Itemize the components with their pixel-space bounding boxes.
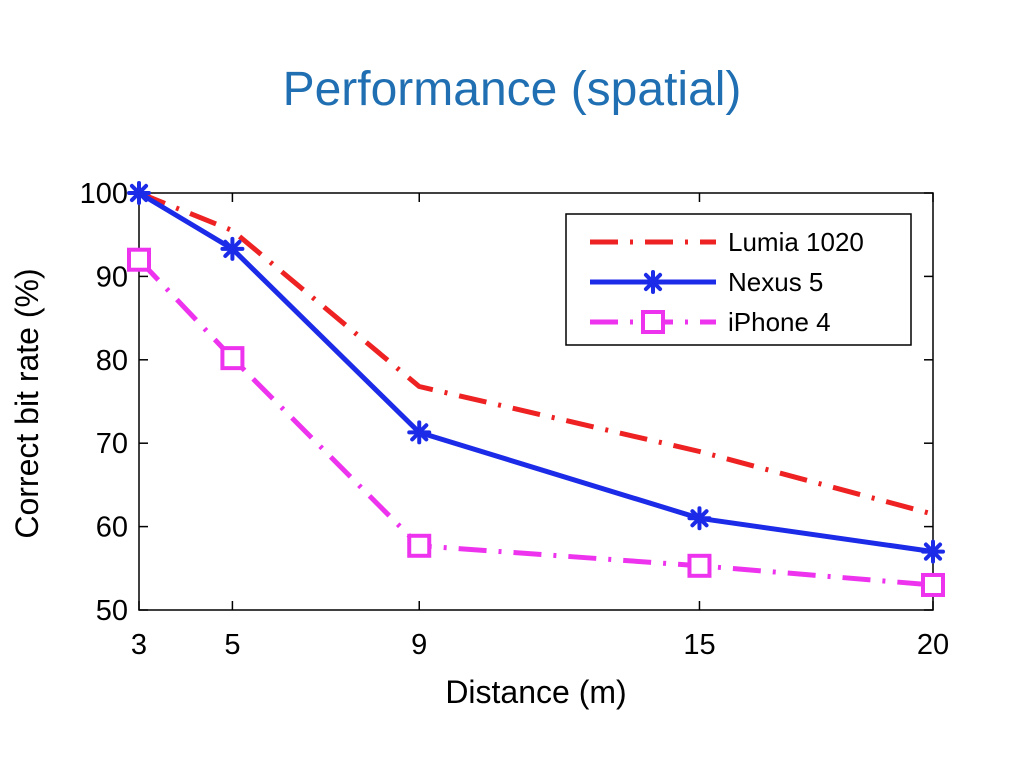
square-marker xyxy=(127,247,151,272)
x-tick-label: 20 xyxy=(917,629,949,661)
square-marker xyxy=(220,346,245,371)
legend-entry: iPhone 4 xyxy=(590,307,831,337)
y-tick-label: 90 xyxy=(96,261,128,293)
series-layer xyxy=(127,181,945,597)
legend-label: Lumia 1020 xyxy=(728,227,864,257)
asterisk-marker xyxy=(687,506,712,531)
y-tick-label: 60 xyxy=(96,512,128,544)
asterisk-marker xyxy=(921,539,945,564)
x-axis-label: Distance (m) xyxy=(445,674,626,710)
series-lumia-1020 xyxy=(138,190,934,517)
plot-frame xyxy=(138,192,934,611)
series-iphone-4 xyxy=(127,247,945,597)
y-tick-label: 100 xyxy=(80,178,128,210)
y-tick-label: 80 xyxy=(96,345,128,377)
asterisk-stroke xyxy=(223,239,242,258)
slide-title: Performance (spatial) xyxy=(282,63,742,116)
asterisk-stroke xyxy=(690,509,709,528)
asterisk-marker xyxy=(407,420,432,445)
y-tick-label: 50 xyxy=(96,595,128,627)
asterisk-marker xyxy=(220,236,245,261)
legend-entry: Nexus 5 xyxy=(590,267,823,297)
square-marker xyxy=(687,553,712,578)
series-line xyxy=(138,190,934,517)
legend-entry: Lumia 1020 xyxy=(590,227,864,257)
legend-label: iPhone 4 xyxy=(728,307,831,337)
series-nexus-5 xyxy=(127,181,945,564)
x-tick-label: 15 xyxy=(683,629,715,661)
plot-area: 3 5 9 15 20 50 60 70 80 90 100 Distance (m) Correct … xyxy=(9,178,949,710)
asterisk-marker xyxy=(641,270,665,294)
legend: Lumia 1020 Nexus 5 iPhone 4 xyxy=(565,213,912,346)
x-tick-label: 3 xyxy=(131,629,147,661)
legend-label: Nexus 5 xyxy=(728,267,823,297)
y-axis-label: Correct bit rate (%) xyxy=(9,268,45,538)
asterisk-stroke xyxy=(643,272,663,292)
square-marker xyxy=(641,310,665,334)
asterisk-stroke xyxy=(410,423,429,442)
y-tick-label: 70 xyxy=(96,428,128,460)
asterisk-stroke xyxy=(923,542,943,561)
asterisk-marker xyxy=(127,181,151,205)
x-tick-label: 5 xyxy=(224,629,240,661)
x-tick-label: 9 xyxy=(411,629,427,661)
square-marker xyxy=(921,572,945,597)
asterisk-stroke xyxy=(129,183,149,203)
square-marker xyxy=(407,533,432,558)
